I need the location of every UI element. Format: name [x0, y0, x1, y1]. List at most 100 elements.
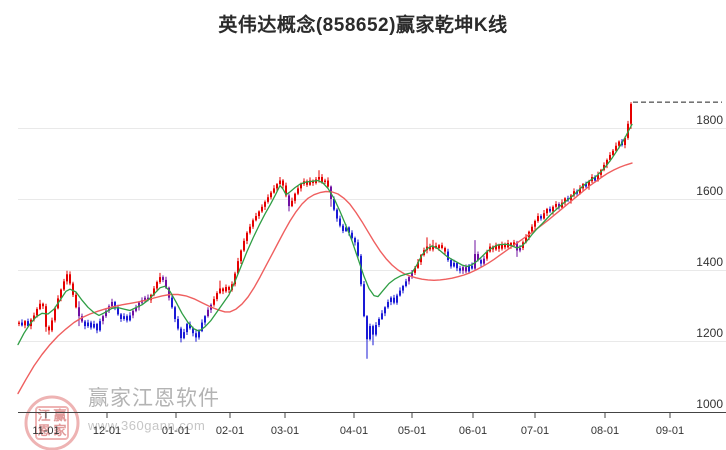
ma-short-line [17, 123, 633, 346]
y-tick-label: 1000 [696, 397, 723, 411]
candle [174, 307, 176, 319]
candle [375, 325, 377, 335]
candle [54, 308, 56, 321]
candle [324, 180, 326, 182]
candle [291, 200, 293, 207]
candle [21, 322, 23, 326]
candle [222, 288, 224, 292]
candle [372, 326, 374, 335]
candle [552, 206, 554, 212]
candle [216, 293, 218, 300]
candle [432, 245, 434, 250]
candle [261, 206, 263, 212]
x-tick-label: 12-01 [93, 425, 121, 437]
candle [390, 297, 392, 302]
watermark-seal-char: 恩 [37, 423, 50, 438]
x-tick-label: 06-01 [459, 425, 487, 437]
candle [342, 225, 344, 231]
candle [177, 318, 179, 329]
candle [87, 322, 89, 327]
candle [630, 103, 632, 124]
candle [336, 209, 338, 219]
candle [297, 188, 299, 194]
candle [378, 318, 380, 326]
candle [483, 258, 485, 264]
candle [513, 242, 515, 246]
candle [624, 137, 626, 146]
candle [171, 297, 173, 308]
candle [69, 274, 71, 284]
y-axis-labels: 1800 1600 1400 1200 1000 [696, 113, 723, 411]
candle [504, 244, 506, 248]
candle [63, 281, 65, 290]
page-title: 英伟达概念(858652)赢家乾坤K线 [218, 15, 508, 36]
candle [306, 181, 308, 185]
watermark-seal-char: 江 [37, 408, 50, 423]
candle [123, 316, 125, 319]
candle [156, 282, 158, 289]
candle [462, 267, 464, 271]
watermark-brand: 赢家江恩软件 [88, 387, 220, 410]
watermark-seal-char: 家 [53, 423, 67, 438]
candle [282, 180, 284, 186]
candle [75, 294, 77, 308]
candle [189, 323, 191, 329]
candle [225, 287, 227, 292]
candle [450, 260, 452, 267]
candle [546, 208, 548, 214]
x-axis: 11-01 12-01 01-01 02-01 03-01 04-01 05-01 06-01… [18, 412, 726, 437]
candle [153, 288, 155, 295]
candle [132, 310, 134, 316]
candle [417, 262, 419, 268]
candle [105, 310, 107, 317]
candle [327, 180, 329, 187]
candle [321, 176, 323, 182]
candle [192, 328, 194, 334]
candle [45, 306, 47, 327]
candle [588, 181, 590, 187]
candle [456, 262, 458, 269]
grid-lines [18, 128, 726, 342]
y-tick-label: 1200 [696, 326, 723, 340]
watermark-seal-frame [35, 406, 69, 440]
candle [27, 321, 29, 327]
candle [366, 316, 368, 340]
candle [384, 307, 386, 314]
candle [234, 273, 236, 285]
candle [459, 268, 461, 271]
candle [252, 220, 254, 227]
x-tick-label: 02-01 [216, 425, 244, 437]
x-tick-label: 01-01 [162, 425, 190, 437]
candle [438, 245, 440, 248]
candle [213, 299, 215, 305]
candle [90, 322, 92, 328]
candle [294, 193, 296, 201]
candle [99, 321, 101, 331]
candle [228, 287, 230, 290]
candle [369, 326, 371, 340]
candle [186, 323, 188, 333]
candle [39, 303, 41, 310]
candle [468, 265, 470, 272]
candle [84, 321, 86, 327]
candle [168, 287, 170, 298]
candle [594, 176, 596, 181]
candle [198, 331, 200, 338]
candle [465, 267, 467, 272]
candle [207, 309, 209, 317]
candle [579, 188, 581, 194]
candle [405, 281, 407, 286]
candle [363, 284, 365, 317]
candle [309, 180, 311, 185]
candle [525, 237, 527, 243]
watermark: 江赢恩 家 赢家江恩软件 www.360gann.com [24, 387, 220, 450]
candle [516, 242, 518, 251]
candles [18, 102, 632, 359]
watermark-seal-icon [24, 395, 80, 450]
candle [96, 323, 98, 331]
candle [387, 301, 389, 308]
candle [78, 307, 80, 317]
candle [165, 279, 167, 288]
candle [285, 185, 287, 196]
